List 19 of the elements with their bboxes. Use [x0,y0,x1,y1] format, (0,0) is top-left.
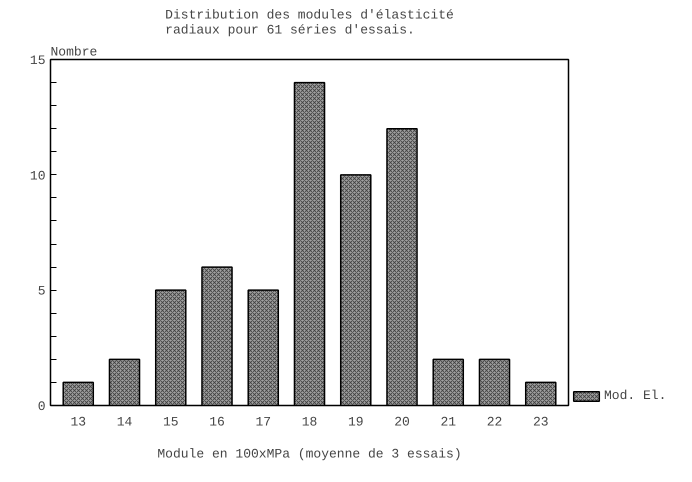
x-tick-label: 13 [70,414,86,430]
x-tick-label: 16 [209,414,225,430]
y-tick-label: 0 [38,399,46,414]
x-tick-label: 14 [116,414,132,430]
x-tick-label: 19 [348,414,364,430]
legend-label: Mod. El. [604,388,666,403]
x-tick-label: 18 [302,414,318,430]
x-tick-label: 20 [394,414,410,430]
x-tick-label: 21 [440,414,456,430]
x-tick-label: 22 [486,414,502,430]
y-tick-label: 5 [38,284,46,299]
y-axis-title: Nombre [50,44,98,60]
x-axis-title: Module en 100xMPa (moyenne de 3 essais) [157,446,462,462]
x-tick-label: 17 [255,414,272,430]
y-tick-label: 15 [30,53,46,68]
x-tick-label: 15 [162,414,179,430]
x-tick-label: 23 [532,414,549,430]
y-tick-label: 10 [30,168,46,184]
chart-title: Distribution des modules d'élasticité radiaux pour 61 séries d'essais. [165,8,454,38]
